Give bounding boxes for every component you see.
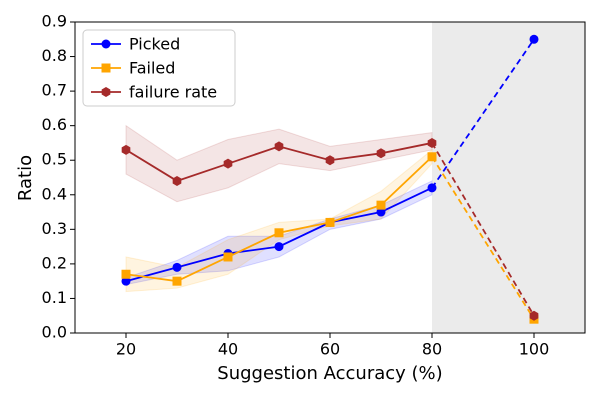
data-point [223, 158, 233, 169]
data-point [121, 269, 131, 279]
x-tick-label: 80 [422, 340, 442, 359]
data-point [529, 310, 539, 321]
data-point [121, 144, 131, 155]
y-tick-label: 0.5 [42, 150, 67, 169]
series-line [431, 156, 535, 320]
shaded-region [432, 22, 585, 333]
data-point [172, 276, 182, 286]
data-point [376, 200, 386, 210]
series-line [431, 38, 535, 189]
y-tick-label: 0.1 [42, 288, 67, 307]
plot-frame [74, 21, 586, 334]
data-point [427, 137, 437, 148]
x-tick-label: 40 [218, 340, 238, 359]
legend-marker [101, 39, 111, 49]
y-tick-label: 0.3 [42, 219, 67, 238]
confidence-band [125, 124, 433, 203]
legend-label: Failed [129, 59, 175, 78]
data-point [172, 175, 182, 186]
legend-marker [101, 87, 111, 97]
data-point [529, 34, 539, 44]
x-tick-label: 20 [116, 340, 136, 359]
data-point [376, 148, 386, 159]
data-point [172, 262, 182, 272]
x-axis-label: Suggestion Accuracy (%) [217, 363, 442, 384]
data-point [223, 252, 233, 262]
y-tick-label: 0.0 [42, 323, 67, 342]
legend-label: failure rate [129, 83, 217, 102]
y-tick-label: 0.8 [42, 46, 67, 65]
data-point [325, 217, 335, 227]
y-axis-label: Ratio [15, 155, 36, 201]
data-point [274, 242, 284, 252]
y-tick-label: 0.7 [42, 81, 67, 100]
data-point [274, 228, 284, 238]
y-tick-label: 0.6 [42, 115, 67, 134]
x-tick-label: 100 [519, 340, 550, 359]
legend-box [82, 29, 236, 107]
data-point [325, 155, 335, 166]
legend-label: Picked [129, 35, 180, 54]
data-point [376, 207, 386, 217]
data-point [121, 276, 131, 286]
data-point [427, 183, 437, 193]
y-tick-label: 0.2 [42, 253, 67, 272]
y-tick-label: 0.9 [42, 12, 67, 31]
confidence-band [125, 148, 433, 293]
x-tick-label: 60 [320, 340, 340, 359]
y-tick-label: 0.4 [42, 184, 67, 203]
data-point [274, 141, 284, 152]
series-line [431, 142, 535, 317]
data-point [427, 152, 437, 162]
legend-marker [101, 63, 111, 73]
